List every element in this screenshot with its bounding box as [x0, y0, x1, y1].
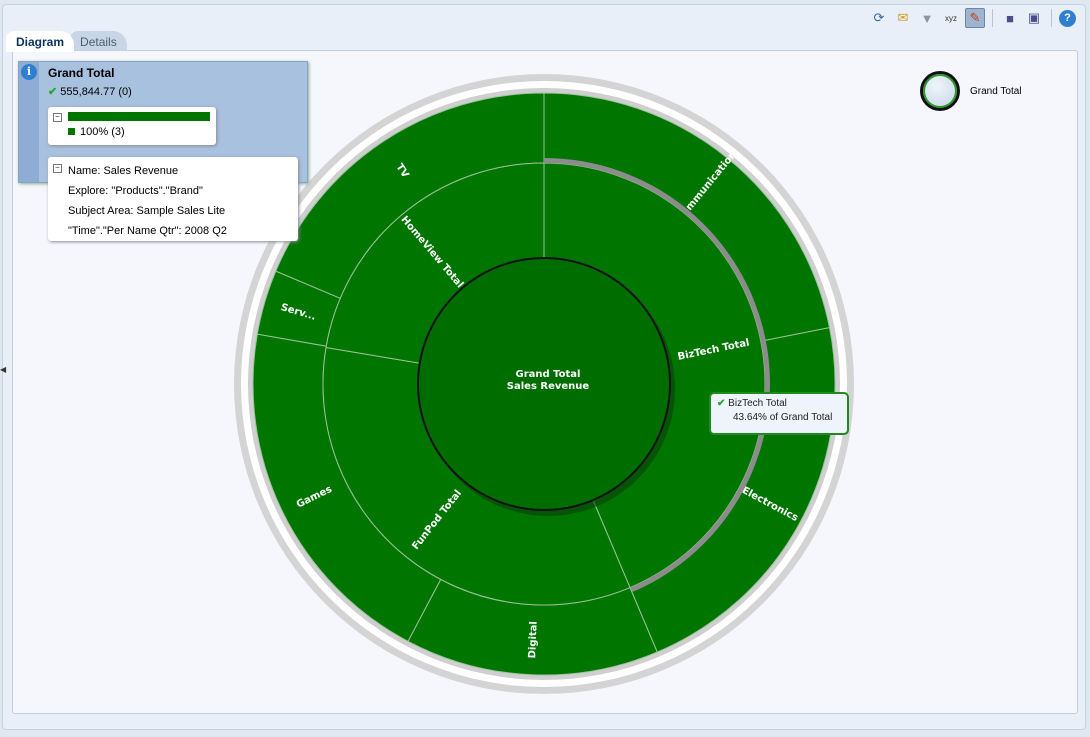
filter-icon[interactable]: ▼: [920, 10, 934, 26]
check-icon: ✔: [717, 398, 726, 409]
toolbar: ⟳ ✉ ▼ xyz ✎ ■ ▣ ?: [869, 8, 1076, 28]
detail-line: "Time"."Per Name Qtr": 2008 Q2: [68, 225, 227, 237]
collapse-icon[interactable]: −: [53, 164, 62, 173]
legend-swatch: [68, 128, 75, 135]
collapse-handle[interactable]: ◀: [0, 365, 7, 374]
send-icon[interactable]: ✉: [897, 10, 909, 25]
collapse-icon[interactable]: −: [53, 113, 62, 122]
bar-label: 100% (3): [80, 126, 125, 138]
legend-label: Grand Total: [970, 85, 1022, 97]
edit-icon[interactable]: ✎: [965, 8, 985, 28]
details-box: − Name: Sales Revenue Explore: "Products…: [48, 157, 298, 241]
tab-diagram[interactable]: Diagram: [6, 31, 75, 52]
tooltip-text: 43.64% of Grand Total: [733, 412, 833, 423]
save-icon[interactable]: ■: [1006, 10, 1014, 26]
info-value: 555,844.77 (0): [60, 86, 132, 98]
center-label: Grand Total: [516, 369, 581, 380]
detail-line: Name: Sales Revenue: [68, 165, 179, 177]
check-icon: ✔: [48, 86, 58, 98]
share-bar: [68, 112, 210, 121]
xyz-icon[interactable]: xyz: [945, 13, 957, 23]
info-icon[interactable]: i: [21, 64, 37, 80]
toolbar-separator: [992, 9, 993, 27]
info-title: Grand Total: [48, 66, 115, 80]
legend: Grand Total: [920, 71, 1022, 111]
center-circle: [417, 257, 671, 511]
center-label: Sales Revenue: [507, 381, 590, 392]
info-rail: [19, 62, 39, 182]
tab-bar: Diagram Details: [6, 31, 127, 52]
detail-line: Explore: "Products"."Brand": [68, 185, 203, 197]
segment-label[interactable]: Digital: [527, 621, 540, 659]
tab-details[interactable]: Details: [70, 31, 127, 52]
bar-box: − 100% (3): [48, 107, 216, 145]
detail-line: Subject Area: Sample Sales Lite: [68, 205, 226, 217]
legend-circle[interactable]: [920, 71, 960, 111]
tooltip: ✔ BizTech Total 43.64% of Grand Total: [709, 392, 849, 435]
tooltip-title: BizTech Total: [728, 398, 787, 409]
toolbar-separator: [1051, 9, 1052, 27]
help-icon[interactable]: ?: [1059, 9, 1076, 27]
save-as-icon[interactable]: ▣: [1027, 10, 1041, 25]
refresh-icon[interactable]: ⟳: [873, 10, 885, 25]
